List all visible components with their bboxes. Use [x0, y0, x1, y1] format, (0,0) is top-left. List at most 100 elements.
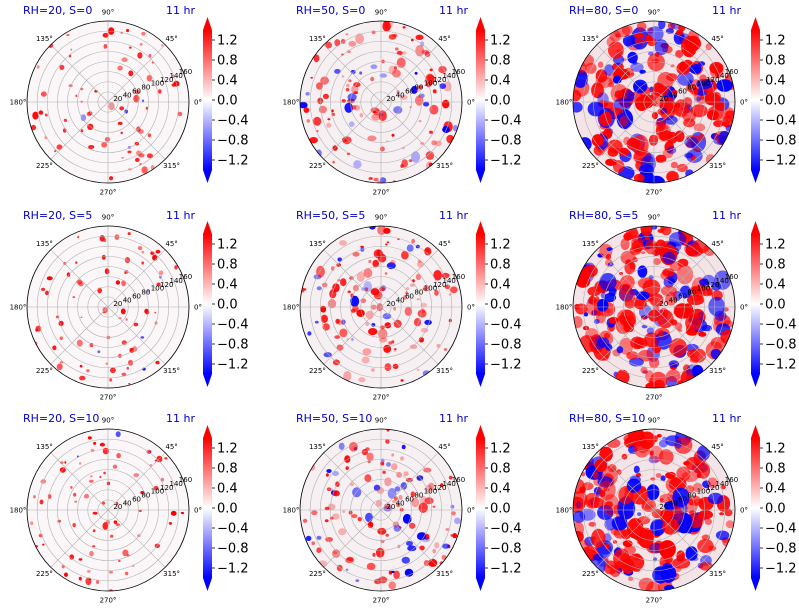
polar-spine — [572, 225, 736, 389]
field-blob — [113, 520, 118, 524]
angular-tick-label: 225° — [582, 162, 599, 170]
colorbar-tick-label: −0.8 — [217, 338, 249, 353]
field-blob — [633, 79, 648, 94]
field-blob — [657, 229, 664, 233]
angular-tick-label: 225° — [582, 570, 599, 578]
angular-tick-label: 135° — [36, 35, 53, 43]
field-blob — [637, 277, 654, 289]
field-blob — [701, 324, 712, 332]
field-blob — [121, 372, 127, 377]
angular-gridline — [596, 249, 655, 308]
angular-tick-label: 180° — [10, 507, 27, 515]
panel-title: RH=50, S=0 — [296, 4, 365, 17]
field-blob — [351, 337, 354, 342]
radial-tick-label: 80 — [687, 289, 696, 297]
field-blob — [687, 79, 693, 85]
field-blob — [321, 282, 328, 288]
field-blob — [659, 542, 674, 559]
angular-tick-label: 225° — [36, 367, 53, 375]
field-blob — [645, 34, 653, 43]
field-blob — [342, 510, 346, 513]
field-blob — [126, 28, 130, 33]
field-blob — [649, 243, 658, 249]
field-blob — [401, 556, 410, 564]
field-blob — [627, 51, 638, 64]
colorbar-tick-label: −0.4 — [490, 318, 522, 333]
angular-gridline — [107, 249, 166, 308]
field-blob — [332, 283, 340, 293]
field-blob — [75, 94, 78, 98]
field-blob — [101, 254, 106, 260]
colorbar-body — [476, 30, 485, 170]
field-blob — [668, 360, 680, 368]
field-blob — [441, 554, 447, 560]
angular-tick-label: 225° — [309, 570, 326, 578]
panel-time-label: 11 hr — [712, 412, 741, 425]
field-blob — [128, 382, 131, 385]
field-blob — [320, 305, 327, 313]
field-blob — [393, 348, 397, 351]
field-blob — [338, 528, 347, 536]
field-blob — [348, 79, 352, 83]
field-blob — [391, 133, 395, 137]
angular-gridline — [653, 44, 712, 103]
field-blob — [360, 247, 365, 252]
angular-tick-label: 315° — [163, 570, 180, 578]
field-blob — [348, 40, 357, 47]
radial-tick-label: 80 — [141, 492, 150, 500]
colorbar-extend-min — [751, 578, 760, 591]
angular-tick-label: 45° — [711, 240, 723, 248]
radial-tick-label: 140 — [170, 72, 183, 80]
colorbar: 1.2 0.8 0.4 0.0 −0.4 −0.8 −1.2 — [203, 17, 249, 183]
colorbar-extend-max — [751, 221, 760, 234]
field-blob — [144, 308, 149, 314]
field-blob — [438, 66, 447, 74]
colorbar-tick-label: 0.0 — [217, 298, 238, 313]
field-blob — [96, 580, 100, 584]
field-blob — [666, 369, 681, 383]
field-blob — [138, 153, 145, 158]
panel-time-label: 11 hr — [712, 209, 741, 222]
field-blob — [372, 259, 380, 268]
field-blob — [715, 530, 730, 541]
field-blob — [309, 137, 318, 144]
field-blob — [330, 488, 334, 492]
field-blob — [332, 160, 335, 164]
angular-gridline — [50, 509, 109, 568]
radial-tick-label: 40 — [123, 91, 132, 99]
field-blob — [70, 485, 73, 489]
field-blob — [102, 32, 109, 38]
angular-gridline — [107, 452, 166, 511]
field-blob — [428, 482, 435, 490]
field-blob — [683, 118, 696, 128]
field-blob — [688, 514, 704, 529]
field-blob — [597, 61, 604, 68]
colorbar-tick-label: 0.0 — [217, 502, 238, 517]
angular-tick-label: 45° — [438, 240, 450, 248]
angular-tick-label: 270° — [100, 394, 117, 402]
colorbar-tick-label: 0.0 — [490, 298, 511, 313]
field-blob — [582, 325, 590, 331]
field-blob — [382, 21, 391, 32]
field-blob — [148, 53, 152, 58]
field-blob — [365, 447, 370, 451]
field-blob — [372, 552, 376, 557]
field-blob — [115, 431, 121, 438]
field-blob — [654, 39, 669, 56]
field-blob — [709, 63, 724, 79]
field-blob — [390, 259, 396, 265]
field-blob — [142, 367, 146, 371]
field-blob — [626, 351, 639, 360]
colorbar-tick-label: 1.2 — [490, 442, 511, 457]
field-blob — [345, 33, 349, 36]
field-blob — [140, 490, 145, 495]
field-blob — [348, 121, 355, 127]
field-blob — [662, 268, 675, 277]
field-blob — [342, 137, 349, 142]
angular-tick-label: 90° — [102, 214, 114, 222]
field-blob — [122, 549, 129, 557]
angular-gridline — [653, 306, 712, 365]
field-blob — [99, 475, 102, 479]
field-blob — [692, 556, 699, 562]
